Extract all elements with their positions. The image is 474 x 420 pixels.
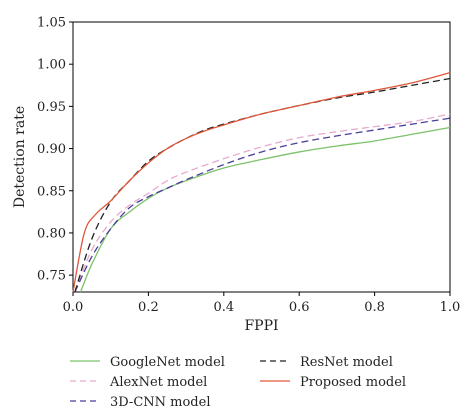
legend: GoogleNet model AlexNet model 3D-CNN model… [70, 355, 406, 410]
x-tick-label: 1.0 [440, 300, 461, 315]
y-tick-label: 0.90 [37, 142, 66, 157]
x-axis: 0.0 0.2 0.4 0.6 0.8 1.0 [63, 292, 461, 315]
legend-label-alexnet-model: AlexNet model [109, 375, 207, 390]
y-tick-label: 0.85 [37, 184, 66, 199]
legend-label-resnet-model: ResNet model [300, 355, 393, 370]
legend-label-proposed-model: Proposed model [300, 375, 406, 390]
series-line-alexnet-model [74, 113, 451, 293]
plot-border [72, 21, 451, 293]
x-tick-label: 0.8 [364, 300, 385, 315]
y-axis-title: Detection rate [12, 106, 28, 208]
x-tick-label: 0.4 [213, 300, 234, 315]
series-layer [72, 72, 451, 293]
y-tick-label: 0.75 [37, 269, 66, 284]
x-tick-label: 0.6 [289, 300, 310, 315]
y-tick-label: 1.05 [37, 16, 66, 31]
series-line-resnet-model [74, 77, 451, 293]
plot-frame [72, 21, 451, 293]
y-tick-label: 1.00 [37, 58, 66, 73]
series-line-proposed-model [72, 72, 451, 293]
x-tick-label: 0.2 [138, 300, 159, 315]
y-tick-label: 0.95 [37, 100, 66, 115]
y-tick-label: 0.80 [37, 226, 66, 241]
x-tick-label: 0.0 [63, 300, 84, 315]
series-line-3d-cnn-model [74, 117, 451, 293]
legend-label-3d-cnn-model: 3D-CNN model [110, 395, 210, 410]
series-line-googlenet-model [79, 126, 451, 293]
legend-label-googlenet-model: GoogleNet model [110, 355, 225, 370]
x-axis-title: FPPI [244, 318, 278, 334]
y-axis: 0.75 0.80 0.85 0.90 0.95 1.00 1.05 [37, 16, 73, 284]
